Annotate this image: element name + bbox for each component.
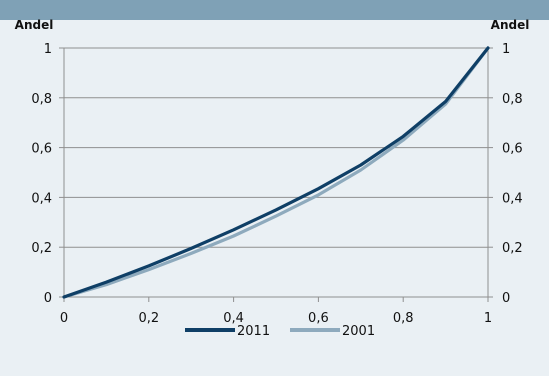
y-tick-label-right-3: 0,6 — [502, 142, 523, 157]
series-line-2001 — [62, 46, 490, 299]
header-bar — [0, 0, 549, 20]
x-tick-label-5: 1 — [484, 311, 492, 326]
y-tick-label-right-0: 0 — [502, 291, 510, 306]
y-tick-label-right-5: 1 — [502, 42, 510, 57]
y-tick-label-left-3: 0,6 — [31, 142, 52, 157]
y-tick-label-left-5: 1 — [44, 42, 52, 57]
x-tick-label-4: 0,8 — [393, 311, 414, 326]
x-tick-label-0: 0 — [60, 311, 68, 326]
right-axis-title: Andel — [491, 18, 530, 32]
y-tick-label-left-2: 0,4 — [31, 191, 52, 206]
y-tick-label-right-1: 0,2 — [502, 241, 523, 256]
y-tick-label-left-4: 0,8 — [31, 92, 52, 107]
legend: 2011 2001 — [185, 324, 375, 339]
axes — [59, 47, 493, 302]
y-tick-label-left-0: 0 — [44, 291, 52, 306]
y-tick-label-right-4: 0,8 — [502, 92, 523, 107]
gridlines — [64, 47, 488, 298]
tick-labels: 0 00,2 0,20,4 0,40,6 0,60,8 0,81 10 0,2 0,4 0,6 0,… — [31, 42, 522, 326]
left-axis-title: Andel — [15, 18, 54, 32]
series-line-2011 — [62, 46, 490, 299]
x-tick-label-3: 0,6 — [308, 311, 329, 326]
legend-label-2001: 2001 — [342, 324, 375, 339]
y-tick-label-left-1: 0,2 — [31, 241, 52, 256]
x-tick-label-2: 0,4 — [223, 311, 244, 326]
series-lines — [62, 46, 490, 299]
legend-label-2011: 2011 — [237, 324, 270, 339]
x-tick-label-1: 0,2 — [138, 311, 159, 326]
y-tick-label-right-2: 0,4 — [502, 191, 523, 206]
